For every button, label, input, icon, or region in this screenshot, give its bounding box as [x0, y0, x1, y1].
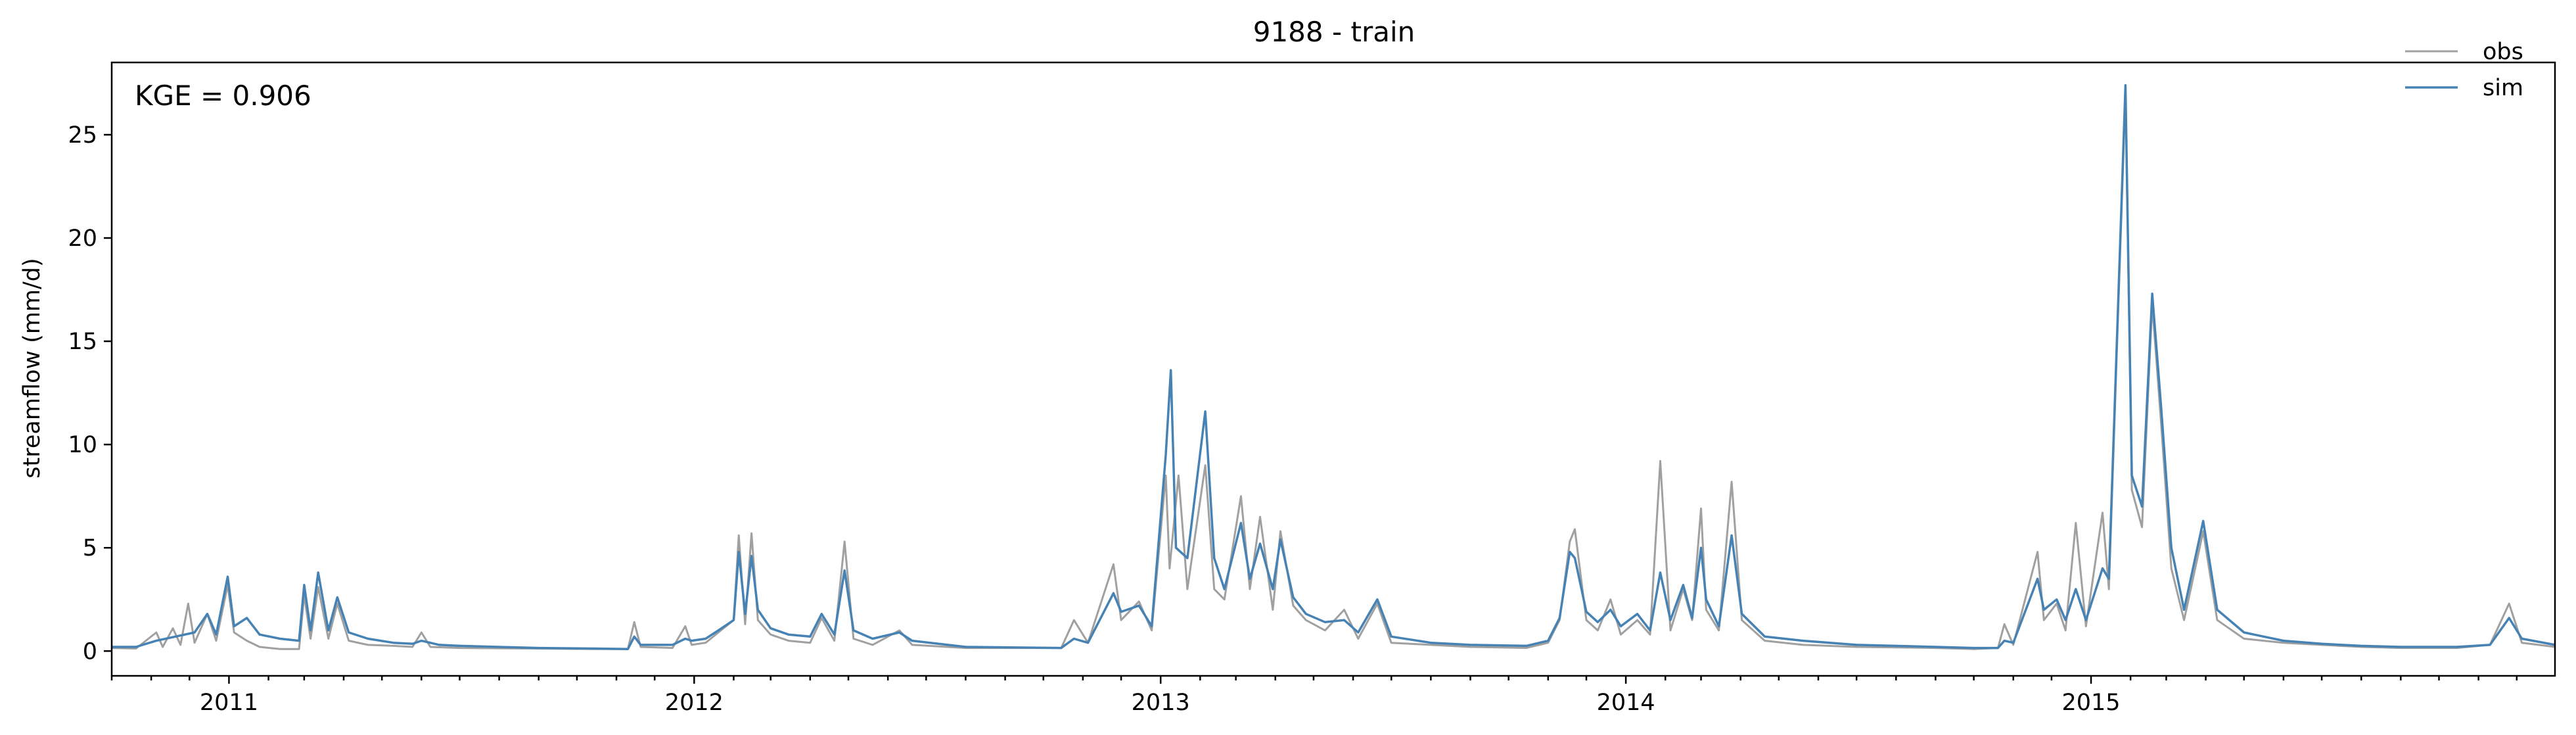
plot-frame: [110, 61, 2556, 677]
y-tick-label: 0: [83, 638, 97, 665]
series-line-sim: [112, 83, 2556, 650]
legend: obs sim: [2405, 39, 2523, 101]
y-tick-label: 10: [68, 432, 97, 458]
y-axis-ticks: 0 5 10 15 20 25: [68, 122, 112, 665]
y-tick-label: 15: [68, 329, 97, 355]
x-tick-label: 2013: [1132, 690, 1190, 716]
chart-title: 9188 - train: [1253, 16, 1415, 48]
x-tick-label: 2012: [665, 690, 724, 716]
y-axis-label: streamflow (mm/d): [19, 258, 45, 478]
y-tick-label: 20: [68, 225, 97, 252]
y-tick-label: 25: [68, 122, 97, 149]
series-layer: [111, 83, 2556, 650]
x-tick-label: 2011: [200, 690, 258, 716]
x-tick-label: 2015: [2061, 690, 2120, 716]
series-line-obs: [111, 92, 2556, 650]
legend-obs-label: obs: [2483, 39, 2523, 65]
kge-annotation: KGE = 0.906: [135, 80, 311, 112]
legend-sim-label: sim: [2483, 75, 2523, 101]
y-tick-label: 5: [83, 535, 97, 561]
x-tick-label: 2014: [1597, 690, 1655, 716]
x-axis-ticks: 2011 2012 2013 2014 2015: [110, 676, 2518, 716]
